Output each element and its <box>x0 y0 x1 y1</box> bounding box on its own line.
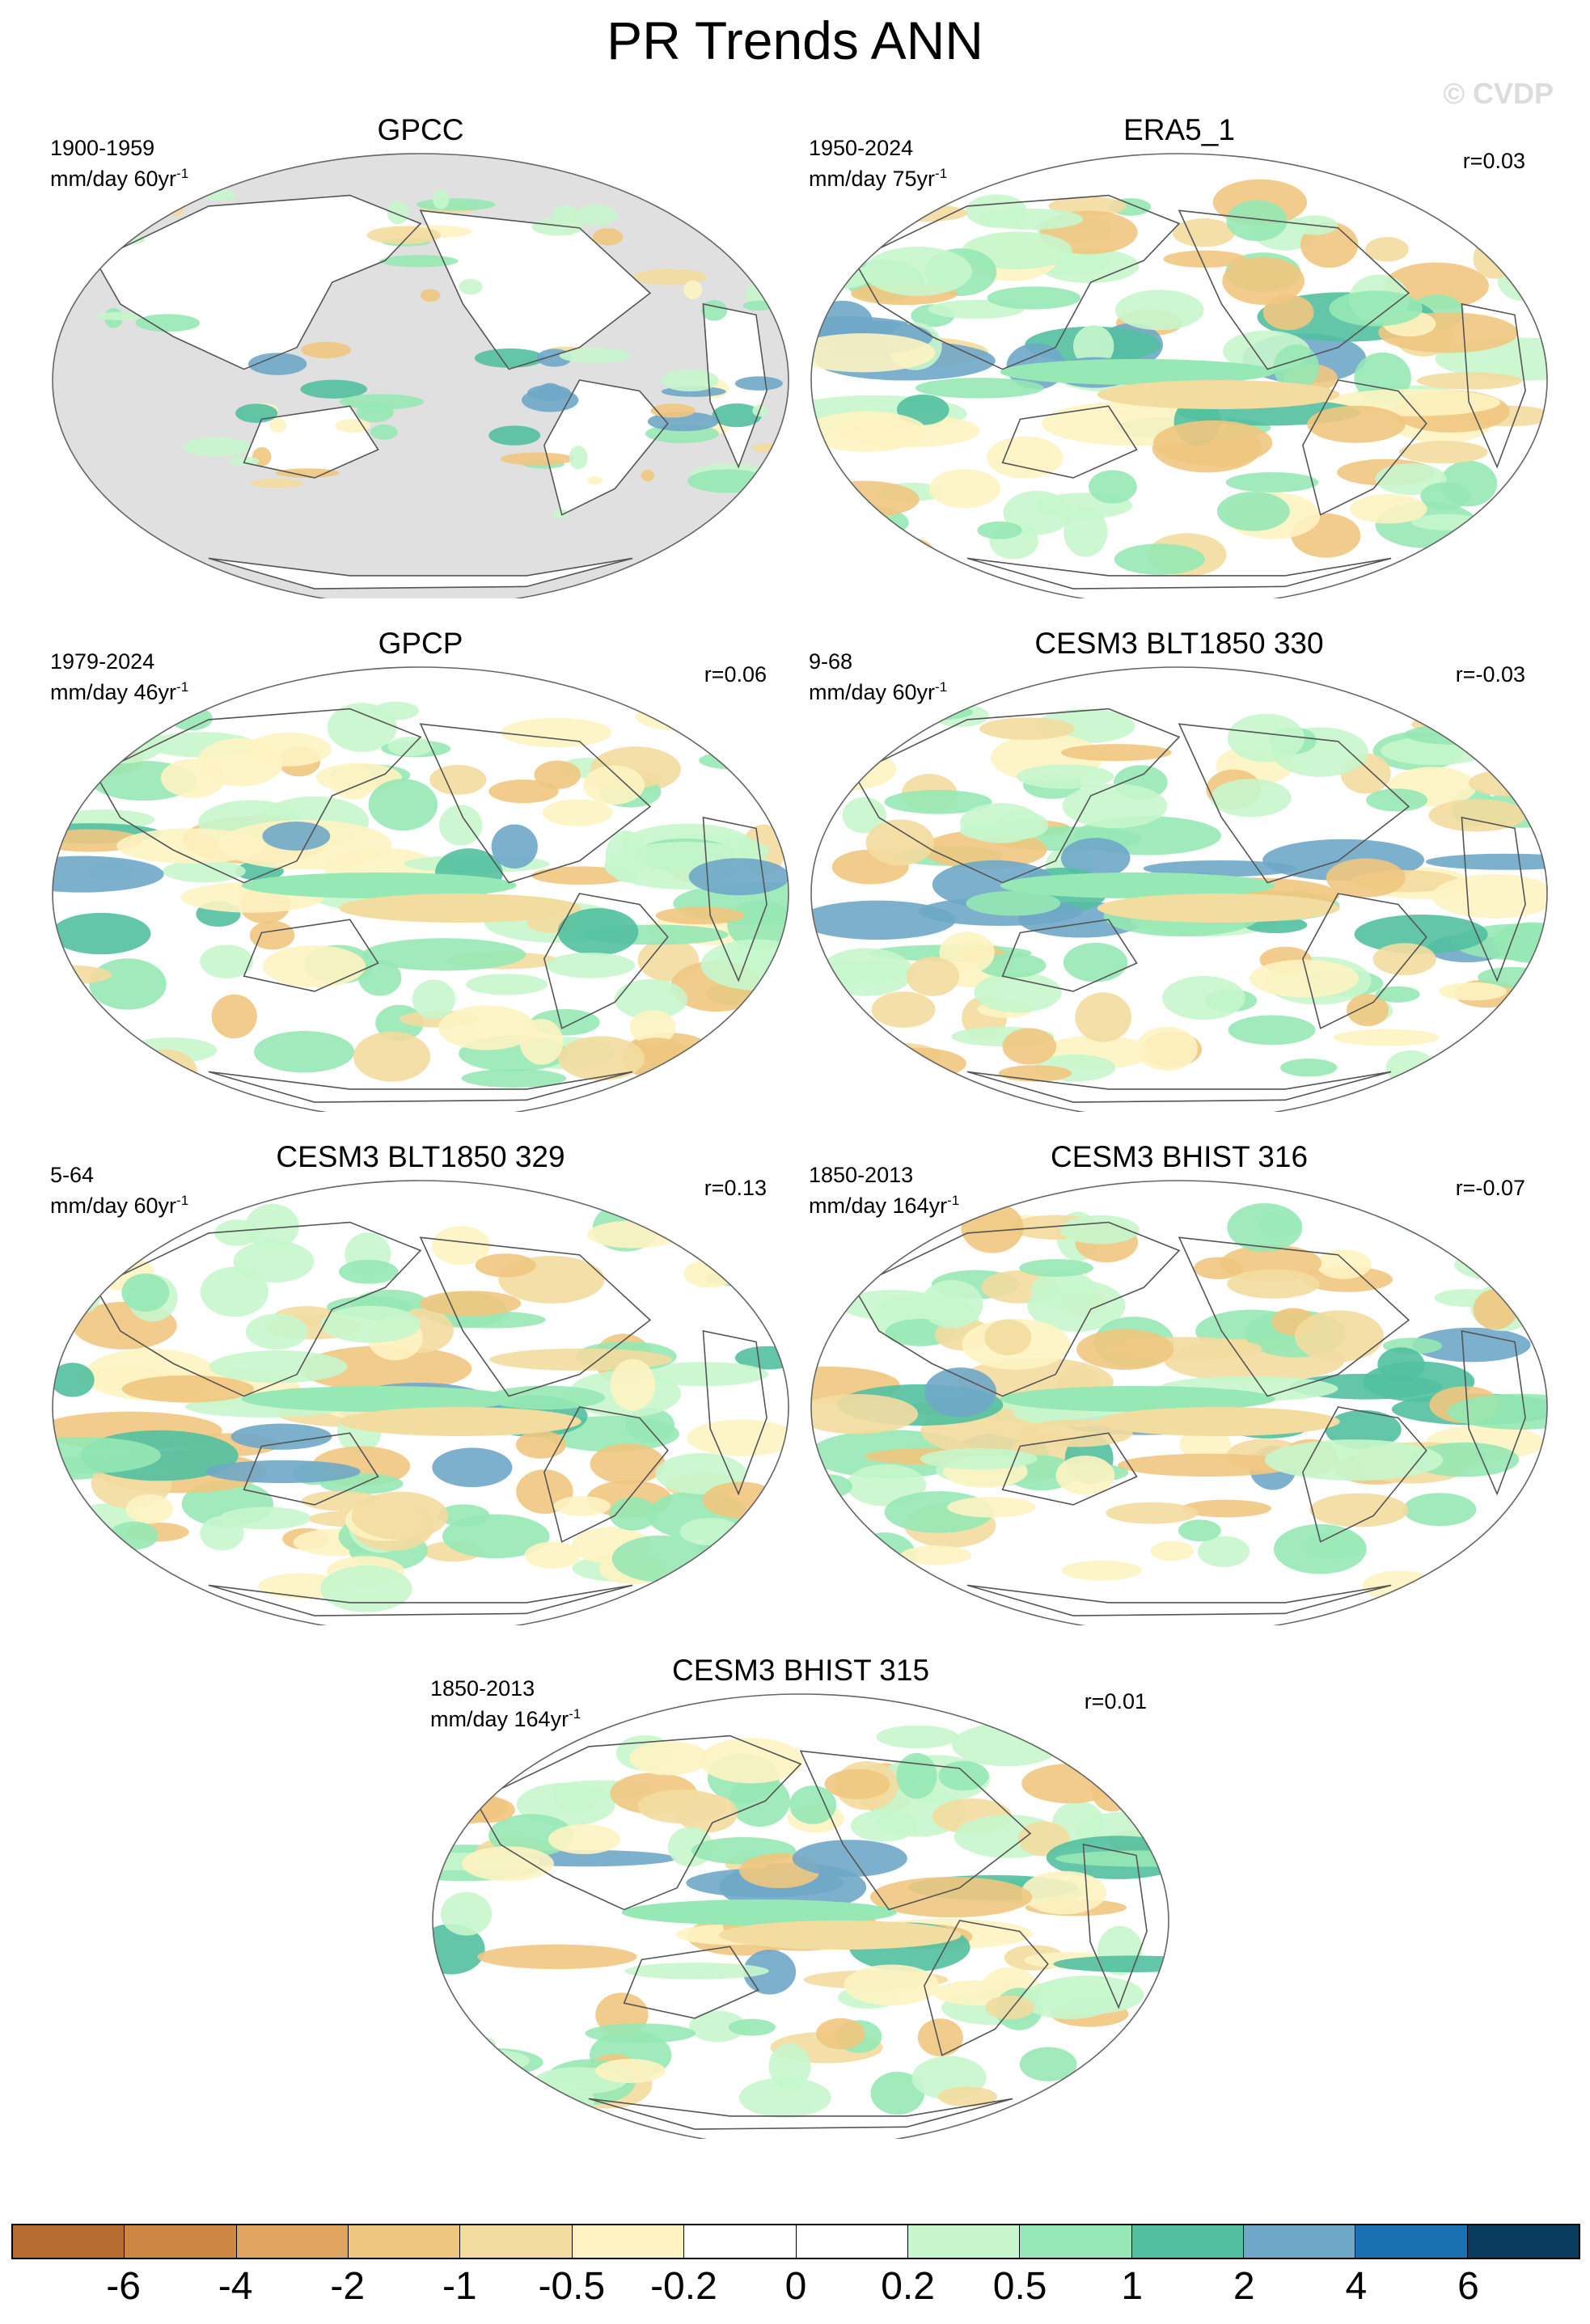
map-panel-cesm3-blt1850-330: CESM3 BLT1850 330 9-68 mm/day 60yr-1 r=-0.0… <box>807 627 1551 1112</box>
colorbar-swatch <box>684 2225 797 2258</box>
colorbar-tick-label: 0.2 <box>881 2265 935 2308</box>
colorbar-swatch <box>1243 2225 1356 2258</box>
period-units: mm/day 164yr-1 <box>809 1193 960 1218</box>
panel-title: GPCP <box>378 627 463 660</box>
panel-period: 5-64 mm/day 60yr-1 <box>50 1163 188 1219</box>
panel-title: CESM3 BHIST 316 <box>1050 1140 1309 1173</box>
colorbar-swatch <box>907 2225 1021 2258</box>
colorbar-swatch <box>572 2225 685 2258</box>
colorbar-tick-label: 0.5 <box>992 2265 1047 2308</box>
period-range: 1900-1959 <box>50 136 155 160</box>
robinson-map <box>810 153 1548 598</box>
colorbar-swatch <box>1020 2225 1132 2258</box>
period-units: mm/day 75yr-1 <box>809 166 948 191</box>
robinson-map <box>810 666 1548 1112</box>
panel-period: 1979-2024 mm/day 46yr-1 <box>50 649 188 705</box>
colorbar <box>11 2224 1580 2259</box>
period-range: 1979-2024 <box>50 649 155 674</box>
panel-period: 9-68 mm/day 60yr-1 <box>809 649 947 705</box>
watermark: © CVDP <box>1443 77 1554 110</box>
map-panel-cesm3-bhist-316: CESM3 BHIST 316 1850-2013 mm/day 164yr-1 r=… <box>807 1140 1551 1625</box>
panel-period: 1900-1959 mm/day 60yr-1 <box>50 136 188 192</box>
robinson-map <box>810 1180 1548 1625</box>
colorbar-tick-label: 4 <box>1345 2265 1368 2308</box>
colorbar-tick-label: -0.2 <box>650 2265 717 2308</box>
map-panel-gpcp: GPCP 1979-2024 mm/day 46yr-1 r=0.06 <box>49 627 793 1112</box>
colorbar-tick-label: -0.5 <box>538 2265 606 2308</box>
period-range: 1950-2024 <box>809 136 914 160</box>
colorbar-swatch <box>349 2225 461 2258</box>
panel-correlation: r=0.06 <box>704 662 767 687</box>
colorbar-tick-label: 6 <box>1457 2265 1479 2308</box>
map-panel-gpcc: GPCC 1900-1959 mm/day 60yr-1 <box>49 113 793 598</box>
colorbar-swatch <box>236 2225 349 2258</box>
colorbar-swatch <box>13 2225 125 2258</box>
panel-correlation: r=-0.03 <box>1455 662 1525 687</box>
panel-correlation: r=0.01 <box>1084 1689 1147 1713</box>
colorbar-tick-label: -1 <box>442 2265 477 2308</box>
colorbar-tick-label: -2 <box>330 2265 366 2308</box>
panel-title: ERA5_1 <box>1123 113 1235 146</box>
map-panel-cesm3-blt1850-329: CESM3 BLT1850 329 5-64 mm/day 60yr-1 r=0.13 <box>49 1140 793 1625</box>
panel-period: 1950-2024 mm/day 75yr-1 <box>809 136 947 192</box>
map-panel-cesm3-bhist-315: CESM3 BHIST 315 1850-2013 mm/day 164yr-1 r=… <box>429 1654 1173 2139</box>
colorbar-swatch <box>1131 2225 1244 2258</box>
period-range: 9-68 <box>809 649 853 674</box>
period-units: mm/day 164yr-1 <box>430 1706 581 1731</box>
panel-period: 1850-2013 mm/day 164yr-1 <box>809 1163 959 1219</box>
period-range: 1850-2013 <box>809 1163 914 1187</box>
period-range: 1850-2013 <box>430 1676 535 1701</box>
colorbar-swatch <box>460 2225 573 2258</box>
colorbar-tick-label: -4 <box>218 2265 253 2308</box>
colorbar-swatch <box>796 2225 908 2258</box>
colorbar-tick-label: 1 <box>1121 2265 1144 2308</box>
panel-title: CESM3 BLT1850 329 <box>276 1140 565 1173</box>
panel-correlation: r=0.03 <box>1462 149 1525 173</box>
panel-title: GPCC <box>377 113 464 146</box>
robinson-map <box>52 666 789 1112</box>
panel-title: CESM3 BLT1850 330 <box>1034 627 1324 660</box>
robinson-map <box>52 1180 789 1625</box>
period-units: mm/day 60yr-1 <box>50 1193 189 1218</box>
panel-title: CESM3 BHIST 315 <box>671 1654 930 1687</box>
period-range: 5-64 <box>50 1163 95 1187</box>
period-units: mm/day 60yr-1 <box>50 166 189 191</box>
colorbar-swatch <box>125 2225 237 2258</box>
robinson-map <box>52 153 789 598</box>
panel-period: 1850-2013 mm/day 164yr-1 <box>430 1676 581 1732</box>
map-panel-era5: ERA5_1 1950-2024 mm/day 75yr-1 r=0.03 <box>807 113 1551 598</box>
colorbar-tick-label: 2 <box>1233 2265 1255 2308</box>
robinson-map <box>432 1693 1169 2139</box>
figure-title: PR Trends ANN <box>607 11 983 70</box>
colorbar-swatch <box>1355 2225 1468 2258</box>
colorbar-tick-label: -6 <box>106 2265 141 2308</box>
colorbar-swatch <box>1467 2225 1579 2258</box>
period-units: mm/day 60yr-1 <box>809 679 948 704</box>
colorbar-tick-label: 0 <box>784 2265 807 2308</box>
panel-correlation: r=-0.07 <box>1455 1176 1525 1200</box>
panel-correlation: r=0.13 <box>704 1176 767 1200</box>
period-units: mm/day 46yr-1 <box>50 679 189 704</box>
